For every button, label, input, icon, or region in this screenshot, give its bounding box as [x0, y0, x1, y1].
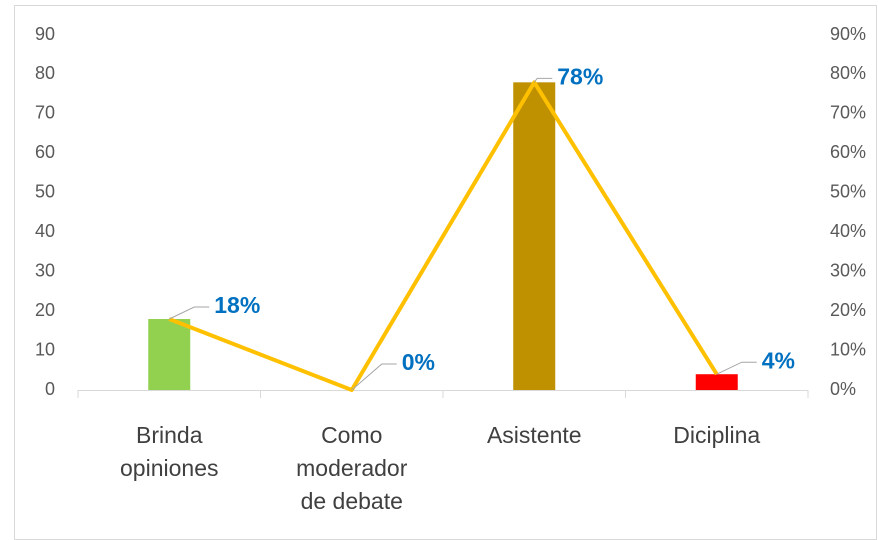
leader-line: [169, 306, 210, 320]
y2-tick-label: 40%: [830, 221, 866, 241]
y-tick-label: 30: [35, 260, 55, 280]
bar: [513, 82, 556, 390]
x-tick-label: Como moderador de debate: [296, 422, 408, 514]
y2-tick-label: 30%: [830, 260, 866, 280]
data-label: 4%: [762, 347, 795, 373]
bar: [695, 374, 738, 390]
line: [168, 80, 719, 392]
leader-line: [716, 361, 757, 375]
leader-line: [533, 77, 553, 83]
y2-tick-label: 50%: [830, 182, 866, 202]
y2-tick-label: 70%: [830, 103, 866, 123]
y2-tick-label: 0%: [830, 379, 856, 399]
y-tick-label: 0: [45, 379, 55, 399]
y2-tick-label: 80%: [830, 63, 866, 83]
data-label: 0%: [402, 349, 435, 375]
data-label: 78%: [557, 63, 603, 89]
y2-tick-label: 20%: [830, 300, 866, 320]
y-tick-label: 20: [35, 300, 55, 320]
y-tick-label: 70: [35, 103, 55, 123]
y2-tick-label: 60%: [830, 142, 866, 162]
data-label: 18%: [214, 292, 260, 318]
y-tick-label: 80: [35, 63, 55, 83]
x-tick-label: Asistente: [486, 422, 582, 448]
y2-tick-label: 90%: [830, 24, 866, 44]
leader-line: [351, 363, 397, 391]
y-tick-label: 10: [35, 339, 55, 359]
y-tick-label: 40: [35, 221, 55, 241]
bar: [148, 319, 191, 390]
y-tick-label: 50: [35, 182, 55, 202]
x-tick-label: Brinda opiniones: [120, 422, 219, 481]
x-tick-label: Diciplina: [673, 422, 761, 448]
y-tick-label: 90: [35, 24, 55, 44]
y2-tick-label: 10%: [830, 339, 866, 359]
y-tick-label: 60: [35, 142, 55, 162]
